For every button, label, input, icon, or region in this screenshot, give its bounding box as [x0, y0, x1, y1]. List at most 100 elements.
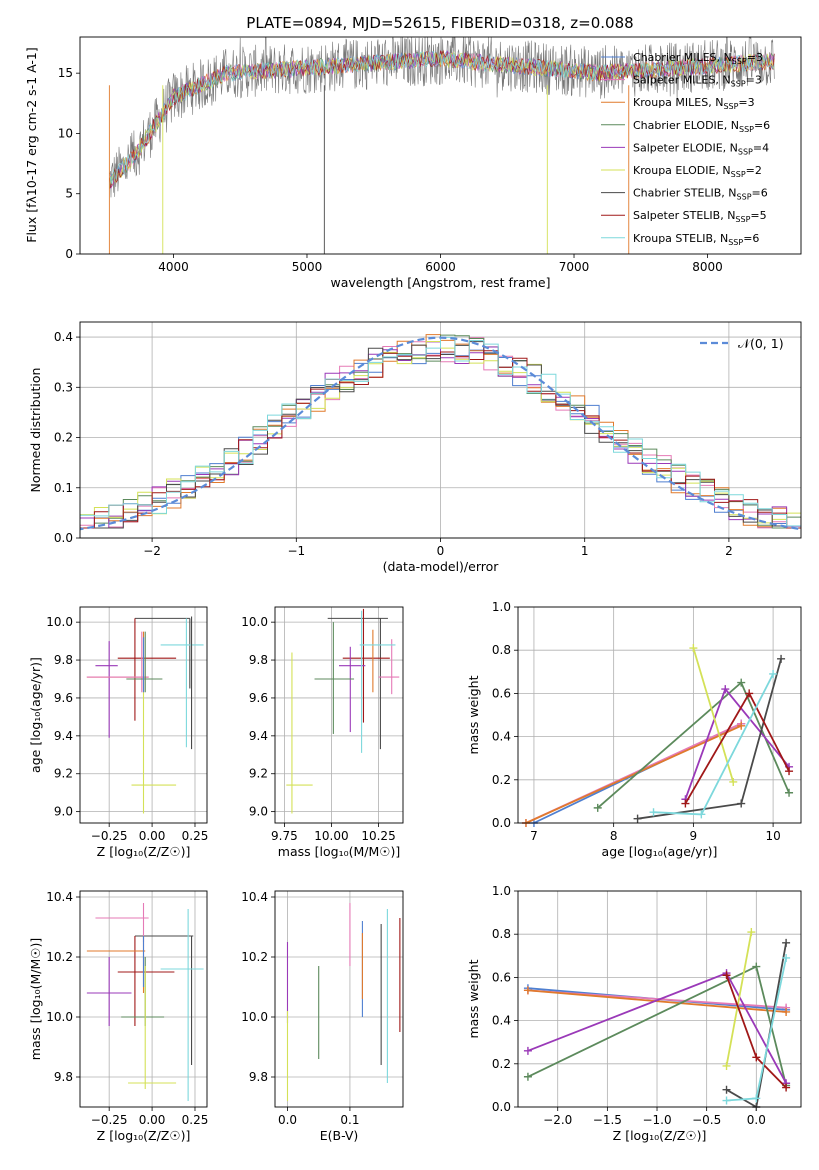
weight-marker: [782, 953, 791, 962]
y-tick-label: 0.8: [492, 643, 511, 657]
legend-entry: Chabrier STELIB, NSSP=6: [633, 187, 768, 202]
weight-marker: [689, 644, 698, 653]
z-weight-panel: −2.0 −1.5 −1.0 −0.5 0.0 0.0 0.2 0.4 0.6 0.8 1.0 Z […: [466, 884, 802, 1143]
spectrum-kroupa-stelib-n: [109, 51, 775, 187]
x-axis-label: mass [log₁₀(M/M☉)]: [278, 844, 400, 859]
weight-marker: [737, 721, 746, 730]
ebv-mass-panel: 0.0 0.1 9.8 10.0 10.2 10.4 E(B-V): [241, 890, 404, 1143]
z-age-panel: −0.25 0.00 0.25 9.0 9.2 9.4 9.6 9.8 10.0 Z [log₁₀…: [28, 606, 209, 859]
axes-frame: [517, 606, 802, 824]
weight-marker: [737, 799, 746, 808]
y-tick-label: 1.0: [492, 884, 511, 898]
x-tick-label: 0.0: [278, 1113, 297, 1127]
x-tick-label: 0.00: [139, 829, 166, 843]
x-axis-label: Z [log₁₀(Z/Z☉)]: [97, 844, 191, 859]
y-tick-label: 9.6: [54, 691, 73, 705]
weight-marker: [785, 788, 794, 797]
x-tick-label: 4000: [158, 260, 189, 274]
weight-marker: [523, 1046, 532, 1055]
weight-marker: [593, 803, 602, 812]
y-tick-label: 0.4: [492, 1014, 511, 1028]
spectrum-legend: Chabrier MILES, NSSP=3 Salpeter MILES, NS…: [601, 51, 770, 247]
x-tick-label: 0.25: [182, 829, 209, 843]
histogram-lines: [80, 334, 801, 531]
weight-marker: [722, 1061, 731, 1070]
weight-marker: [722, 1085, 731, 1094]
weight-marker: [752, 1053, 761, 1062]
y-tick-label: 0.6: [492, 970, 511, 984]
z-mass-panel: −0.25 0.00 0.25 9.8 10.0 10.2 10.4 Z [log₁₀(Z/Z…: [28, 890, 208, 1143]
weight-marker: [752, 1094, 761, 1103]
x-tick-label: 5000: [292, 260, 323, 274]
normal-legend-label: 𝒩(0, 1): [738, 336, 784, 351]
x-tick-label: 8: [610, 829, 618, 843]
x-axis-label: (data-model)/error: [383, 559, 500, 574]
y-tick-label: 9.8: [54, 653, 73, 667]
weight-marker: [747, 928, 756, 937]
legend-entry: Kroupa ELODIE, NSSP=2: [633, 164, 762, 179]
y-tick-label: 10.2: [241, 950, 268, 964]
legend-entry: Kroupa STELIB, NSSP=6: [633, 232, 759, 247]
axes-frame: [517, 890, 802, 1108]
y-tick-label: 10.2: [46, 950, 73, 964]
weight-marker: [697, 810, 706, 819]
x-tick-label: −0.5: [692, 1113, 721, 1127]
weight-marker: [722, 971, 731, 980]
y-tick-label: 0.8: [492, 927, 511, 941]
figure-title: PLATE=0894, MJD=52615, FIBERID=0318, z=0…: [246, 14, 633, 32]
x-tick-label: 0.25: [182, 1113, 209, 1127]
legend-entry: Salpeter MILES, NSSP=3: [633, 74, 762, 89]
weight-marker: [722, 1096, 731, 1105]
mass-age-panel: 9.75 10.00 10.25 9.0 9.2 9.4 9.6 9.8 10.0 mass [l…: [241, 606, 404, 859]
y-tick-label: 0.4: [492, 730, 511, 744]
y-tick-label: 9.6: [249, 691, 268, 705]
weight-marker: [777, 654, 786, 663]
normal-curve: [80, 336, 801, 531]
y-tick-label: 10.4: [46, 890, 73, 904]
weight-marker: [785, 767, 794, 776]
y-tick-label: 10.0: [241, 615, 268, 629]
y-axis-label: Normed distribution: [28, 368, 43, 493]
x-axis-label: Z [log₁₀(Z/Z☉)]: [613, 1128, 707, 1143]
y-tick-label: 10: [58, 126, 73, 140]
y-tick-label: 0.2: [492, 773, 511, 787]
y-axis-label: mass weight: [466, 959, 481, 1038]
y-tick-label: 9.4: [249, 729, 268, 743]
y-tick-label: 10.4: [241, 890, 268, 904]
y-tick-label: 9.2: [249, 767, 268, 781]
legend-entry: Chabrier MILES, NSSP=3: [633, 51, 763, 66]
weight-marker: [782, 1083, 791, 1092]
weight-line: [725, 931, 753, 1067]
weight-marker: [729, 777, 738, 786]
legend-entry: Salpeter ELODIE, NSSP=4: [633, 141, 769, 156]
x-tick-label: −0.25: [91, 1113, 128, 1127]
y-tick-label: 1.0: [492, 600, 511, 614]
legend-entry: Salpeter STELIB, NSSP=5: [633, 209, 767, 224]
spectrum-panel: 4000 5000 6000 7000 8000 0 5 10 15 wavelength [An…: [24, 36, 802, 290]
spectrum-chabrier-stelib-n: [109, 37, 775, 198]
y-tick-label: 0.4: [54, 330, 73, 344]
y-tick-label: 9.8: [249, 653, 268, 667]
weight-marker: [737, 678, 746, 687]
axes-frame: [79, 36, 802, 255]
x-tick-label: 2: [725, 544, 733, 558]
weight-marker: [782, 938, 791, 947]
axes-frame: [79, 606, 208, 824]
y-tick-label: 9.0: [249, 805, 268, 819]
weight-marker: [721, 685, 730, 694]
weight-marker: [745, 689, 754, 698]
y-axis-label: mass weight: [466, 675, 481, 754]
y-tick-label: 9.4: [54, 729, 73, 743]
weight-marker: [681, 799, 690, 808]
y-tick-label: 10.0: [46, 615, 73, 629]
residual-panel: −2 −1 0 1 2 0.0 0.1 0.2 0.3 0.4 (data-model)/error…: [28, 321, 802, 574]
axes-frame: [274, 890, 404, 1108]
x-tick-label: 9.75: [271, 829, 298, 843]
spectrum-kroupa-elodie-n: [109, 51, 775, 188]
weight-marker: [633, 814, 642, 823]
y-tick-label: 0.2: [492, 1057, 511, 1071]
x-tick-label: −1: [287, 544, 305, 558]
y-tick-label: 0.0: [54, 531, 73, 545]
axes-frame: [79, 890, 208, 1108]
legend-entry: Chabrier ELODIE, NSSP=6: [633, 119, 770, 134]
